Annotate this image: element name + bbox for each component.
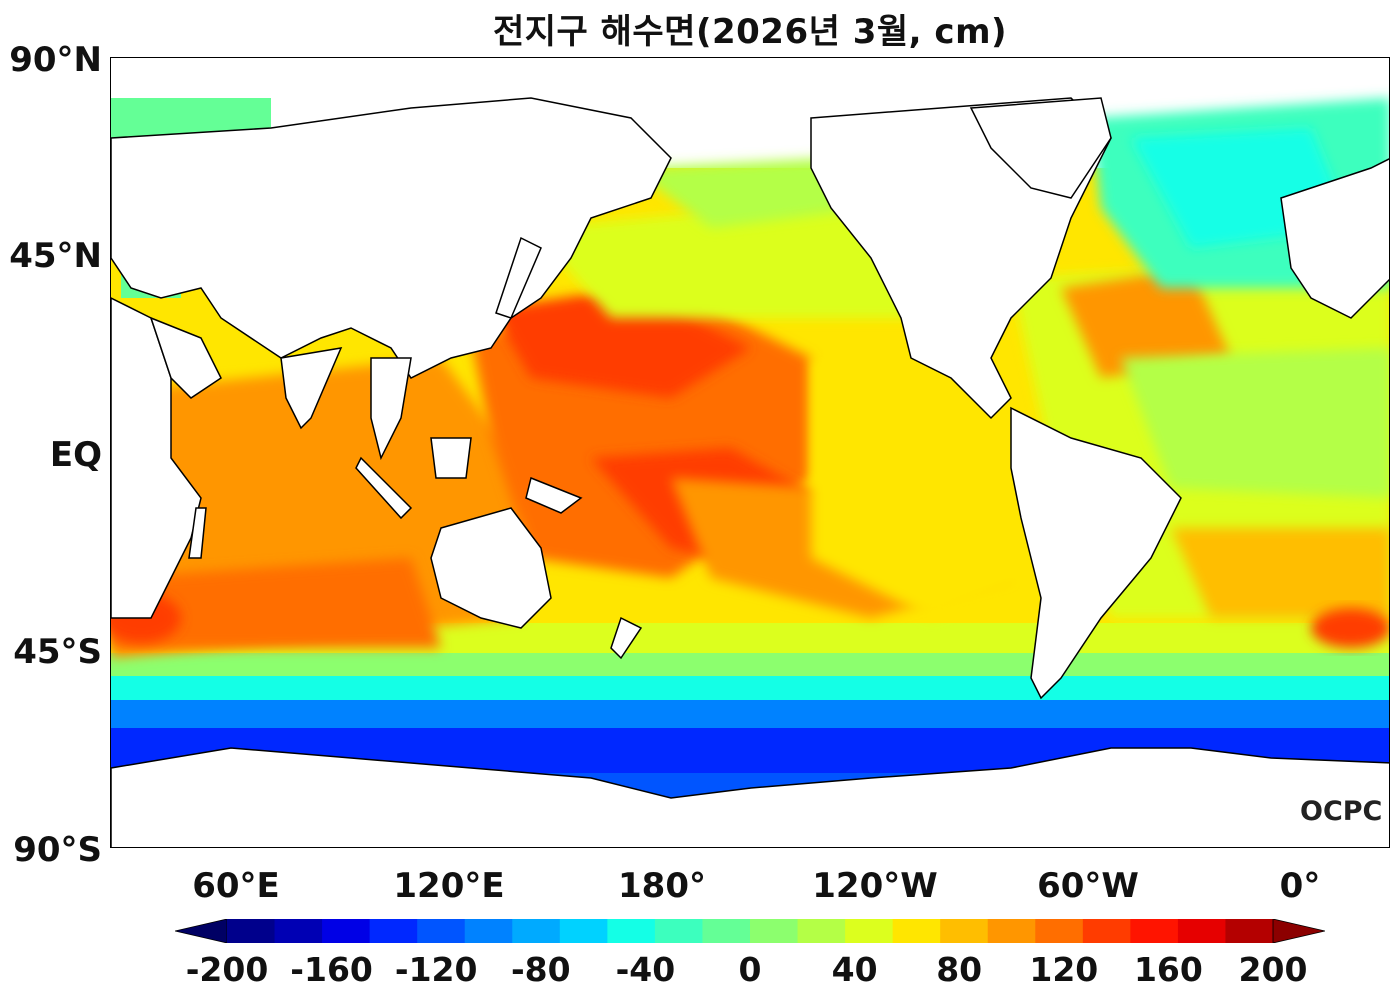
colorbar-min-arrow xyxy=(175,919,228,943)
colorbar-bin xyxy=(227,919,276,943)
lon-label-120e: 120°E xyxy=(393,866,505,906)
australia xyxy=(430,507,552,629)
new-guinea xyxy=(525,476,583,514)
south-america xyxy=(1010,406,1182,700)
lat-label-eq: EQ xyxy=(49,435,102,475)
continents xyxy=(111,97,1389,847)
antarctica xyxy=(111,747,1389,847)
lat-label-90n: 90°N xyxy=(9,40,102,80)
india xyxy=(280,347,343,430)
eurasia xyxy=(111,97,672,379)
lat-label-45s: 45°S xyxy=(13,632,102,672)
colorbar-bin xyxy=(892,919,941,943)
lon-label-180: 180° xyxy=(618,866,706,906)
colorbar-bin xyxy=(797,919,846,943)
colorbar-tick-label: 40 xyxy=(831,950,878,989)
lon-label-120w: 120°W xyxy=(812,866,938,906)
sea-level-map xyxy=(111,97,1389,847)
colorbar-tick-label: 0 xyxy=(738,950,762,989)
madagascar xyxy=(188,507,207,559)
map-title: 전지구 해수면(2026년 3월, cm) xyxy=(492,12,1008,52)
arabia xyxy=(149,316,222,399)
greenland xyxy=(969,97,1112,199)
japan xyxy=(495,236,542,319)
colorbar-bin xyxy=(512,919,561,943)
colorbar-bin xyxy=(940,919,989,943)
colorbar-bin xyxy=(1225,919,1274,943)
colorbar-max-arrow xyxy=(1272,919,1325,943)
lon-label-0: 0° xyxy=(1279,866,1321,906)
colorbar-bin xyxy=(1082,919,1131,943)
colorbar-bin xyxy=(1130,919,1179,943)
lon-label-60e: 60°E xyxy=(192,866,280,906)
colorbar-bin xyxy=(559,919,608,943)
colorbar-tick-label: 80 xyxy=(936,950,983,989)
colorbar-tick-label: -120 xyxy=(394,950,478,989)
colorbar-bin xyxy=(417,919,466,943)
colorbar-tick-label: -200 xyxy=(185,950,269,989)
lat-label-45n: 45°N xyxy=(9,236,102,276)
indochina xyxy=(370,357,412,461)
borneo xyxy=(430,437,472,479)
colorbar-tick-label: 120 xyxy=(1029,950,1099,989)
lat-label-90s: 90°S xyxy=(13,830,102,870)
colorbar-bin xyxy=(1035,919,1084,943)
colorbar-bin xyxy=(654,919,703,943)
colorbar-tick-label: -40 xyxy=(615,950,676,989)
colorbar-tick-label: -80 xyxy=(510,950,571,989)
colorbar-bin xyxy=(987,919,1036,943)
colorbar-bin xyxy=(750,919,799,943)
colorbar-bin xyxy=(369,919,418,943)
colorbar-bin xyxy=(322,919,371,943)
colorbar-bin xyxy=(607,919,656,943)
colorbar-bin xyxy=(464,919,513,943)
sumatra xyxy=(355,456,413,520)
map-frame xyxy=(110,57,1390,848)
colorbar-bin xyxy=(702,919,751,943)
europe xyxy=(1280,158,1389,319)
colorbar-tick-label: 200 xyxy=(1238,950,1308,989)
colorbar-bin xyxy=(1177,919,1226,943)
new-zealand xyxy=(610,616,643,660)
colorbar-bin xyxy=(274,919,323,943)
ocpc-logo: OCPC xyxy=(1300,796,1383,827)
colorbar xyxy=(175,919,1325,943)
colorbar-bin xyxy=(845,919,894,943)
colorbar-tick-label: -160 xyxy=(290,950,373,989)
lon-label-60w: 60°W xyxy=(1037,866,1139,906)
colorbar-tick-label: 160 xyxy=(1133,950,1203,989)
